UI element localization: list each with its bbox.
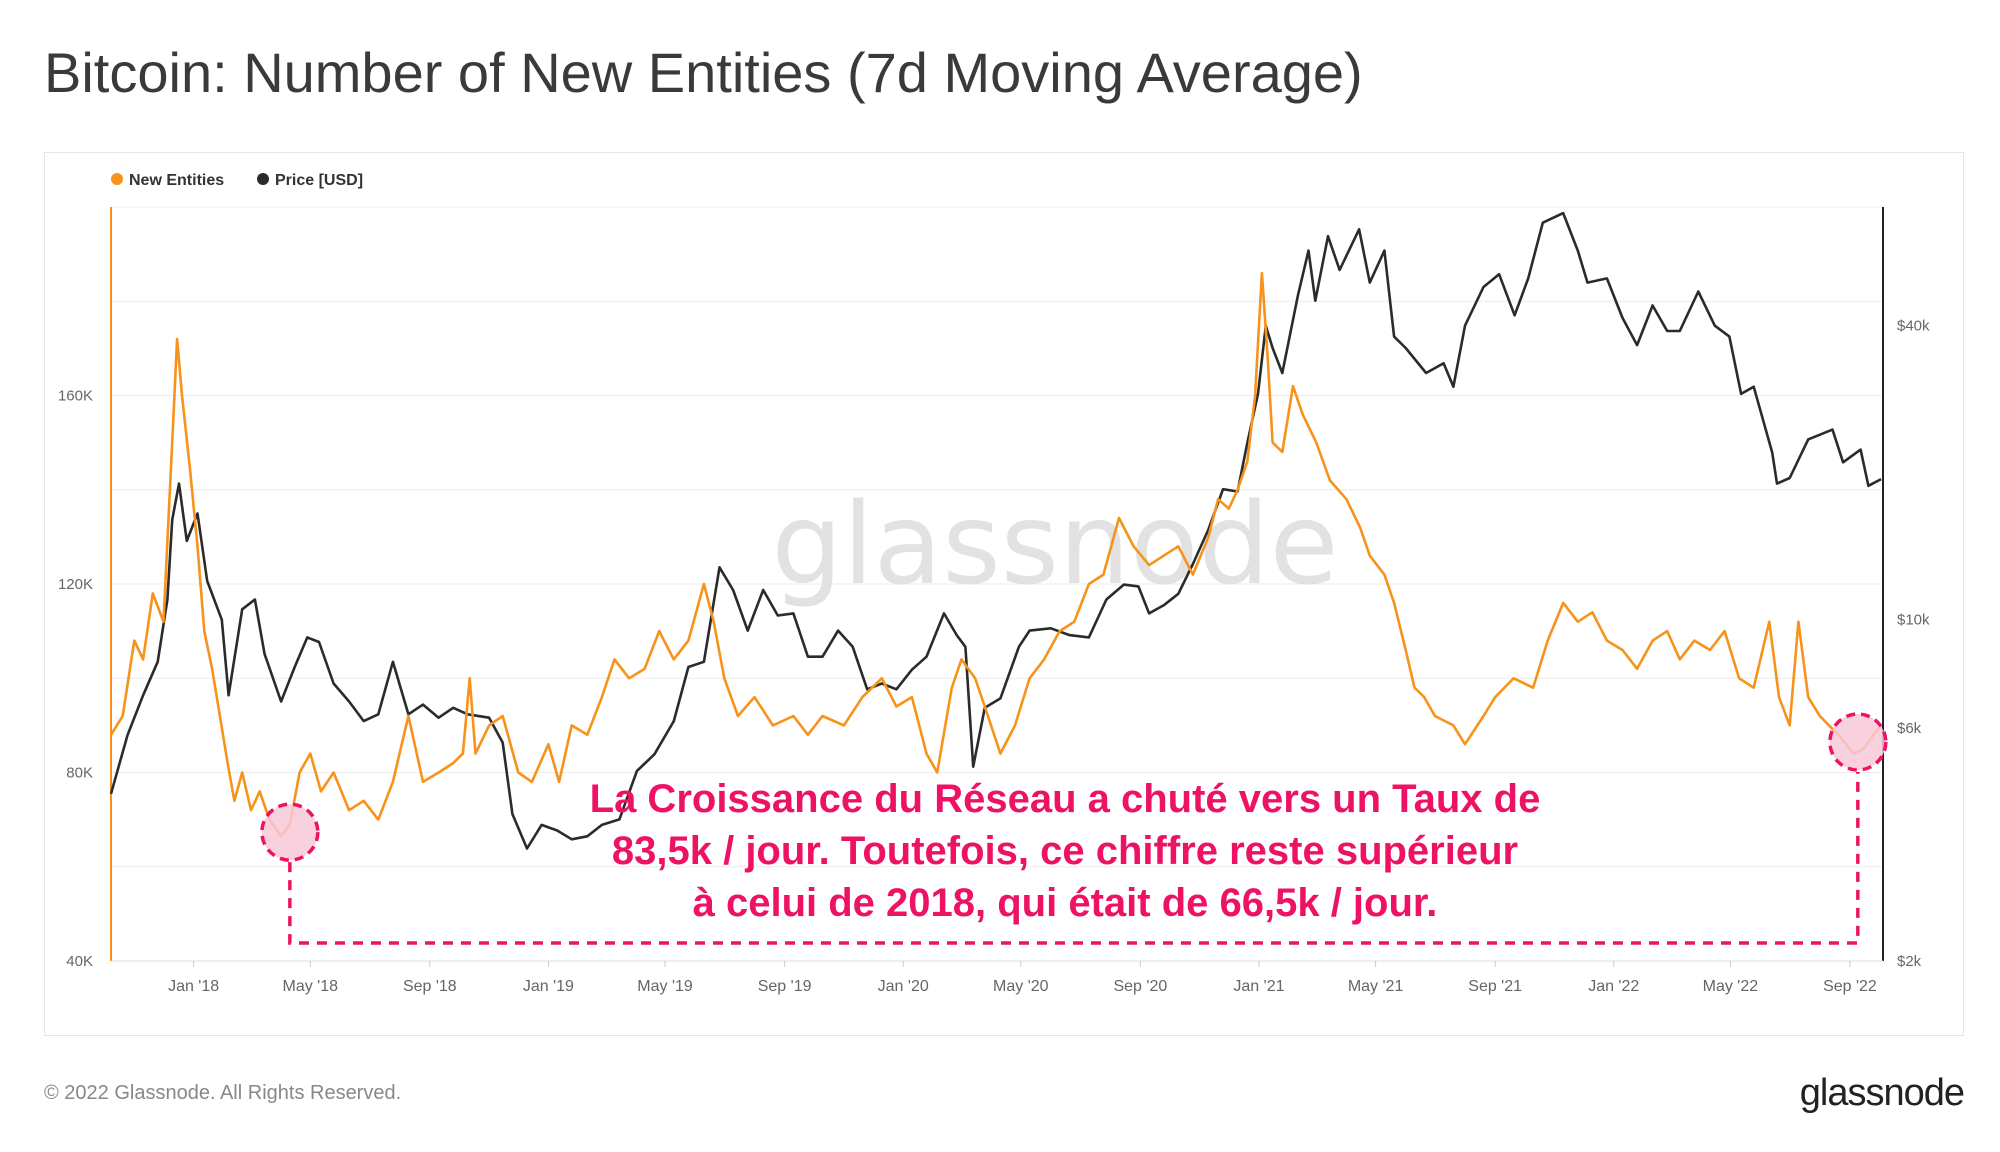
y-left-tick-label: 40K xyxy=(66,953,93,970)
legend-layer: New Entities Price [USD] xyxy=(111,172,363,189)
x-tick-label: Jan '21 xyxy=(1233,978,1284,995)
x-tick-label: Sep '22 xyxy=(1823,978,1877,995)
page-title: Bitcoin: Number of New Entities (7d Movi… xyxy=(44,41,1363,104)
annotation-marker-2022 xyxy=(1828,712,1888,772)
series-layer xyxy=(109,211,1883,850)
x-tick-label: May '20 xyxy=(993,978,1049,995)
x-tick-label: Sep '20 xyxy=(1113,978,1167,995)
y-right-tick-label: $6k xyxy=(1897,720,1922,737)
x-tick-label: May '21 xyxy=(1348,978,1404,995)
y-left-tick-label: 160K xyxy=(58,388,93,405)
chart-svg: glassnode 40K 80K 120K 160K $2k $6k $10k $40k Ja… xyxy=(58,172,1930,995)
y-right-tick-label: $40k xyxy=(1897,318,1930,335)
series-line-new-entities xyxy=(109,271,1883,838)
chart-frame: glassnode 40K 80K 120K 160K $2k $6k $10k $40k Ja… xyxy=(44,152,1964,1036)
y-left-tick-label: 80K xyxy=(66,765,93,782)
legend-label: Price [USD] xyxy=(275,172,363,189)
x-tick-label: Sep '21 xyxy=(1468,978,1522,995)
annotation-text-line: à celui de 2018, qui était de 66,5k / jo… xyxy=(693,881,1438,925)
x-tick-label: Jan '22 xyxy=(1588,978,1639,995)
y-right-tick-label: $10k xyxy=(1897,612,1930,629)
legend-dot xyxy=(111,173,123,185)
x-tick-label: May '18 xyxy=(282,978,338,995)
y-left-tick-label: 120K xyxy=(58,576,93,593)
y-right-tick-label: $2k xyxy=(1897,953,1922,970)
x-tick-label: Jan '19 xyxy=(523,978,574,995)
footer-copyright: © 2022 Glassnode. All Rights Reserved. xyxy=(44,1082,402,1104)
annotation-text-line: 83,5k / jour. Toutefois, ce chiffre rest… xyxy=(612,829,1518,873)
legend-item[interactable]: New Entities xyxy=(111,172,224,189)
watermark: glassnode xyxy=(771,480,1338,610)
x-tick-label: Jan '20 xyxy=(878,978,929,995)
legend-dot xyxy=(257,173,269,185)
annotation-text-line: La Croissance du Réseau a chuté vers un … xyxy=(590,777,1541,821)
grid-layer xyxy=(111,206,1883,962)
footer-logo[interactable]: glassnode xyxy=(1799,1072,1965,1114)
annotation-marker-2018 xyxy=(260,802,320,862)
x-tick-label: May '19 xyxy=(637,978,693,995)
x-tick-label: May '22 xyxy=(1703,978,1759,995)
annotation-layer: La Croissance du Réseau a chuté vers un … xyxy=(260,712,1888,945)
x-tick-label: Sep '18 xyxy=(403,978,457,995)
x-tick-label: Jan '18 xyxy=(168,978,219,995)
legend-item[interactable]: Price [USD] xyxy=(257,172,363,189)
axes-layer: 40K 80K 120K 160K $2k $6k $10k $40k Jan '18 May '… xyxy=(58,207,1930,995)
legend-label: New Entities xyxy=(129,172,224,189)
x-tick-label: Sep '19 xyxy=(758,978,812,995)
annotation-bracket xyxy=(288,772,1860,945)
